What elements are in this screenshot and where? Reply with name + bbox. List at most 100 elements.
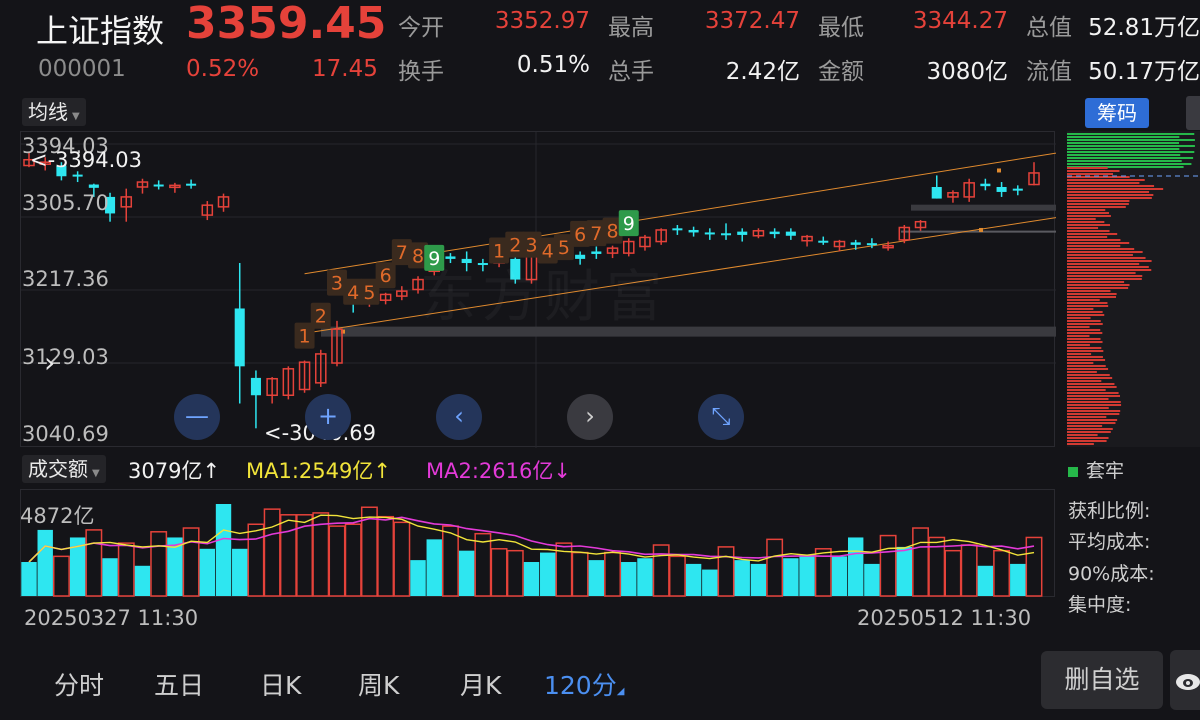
scroll-left-button[interactable]: ‹ [436,394,482,440]
candle-body [201,204,214,216]
volume-bar [199,548,216,596]
panel-handle[interactable] [1186,96,1200,130]
chips-legend: 套牢 [1068,456,1124,483]
chip-bar-red [1067,200,1130,202]
candle-body [461,258,472,264]
channel-marker [979,227,983,232]
chip-bar-red [1067,365,1106,367]
chip-bar-red [1067,419,1118,421]
candle-body [639,236,651,248]
candle-body [655,229,667,243]
chip-bar-red [1067,299,1100,301]
volume-bar [685,563,702,596]
volume-indicator-dropdown[interactable]: 成交额 ▼ [22,455,106,483]
chip-bar-red [1067,413,1120,415]
candle-body [1028,172,1040,186]
volume-bar [523,562,540,596]
volume-bar [377,515,395,597]
td-count-label: 6 [380,265,392,287]
chip-bar-red [1067,317,1091,319]
candle-body [752,230,765,237]
tab-monthly-k[interactable]: 月K [460,671,502,700]
chip-bar-red [1067,290,1111,292]
chip-bar-red [1067,251,1143,253]
td-count-label: 7 [396,242,408,264]
chip-bar-red [1067,191,1150,193]
chip-stat-label: 获利比例: [1068,500,1151,522]
chip-bar-red [1067,194,1154,196]
zoom-in-button[interactable]: + [305,394,351,440]
chip-bar-red [1067,236,1108,238]
stat-value: 0.51% [516,52,590,78]
td-label-box [505,231,526,258]
chips-button[interactable]: 筹码 [1085,98,1149,128]
td-label-box [310,302,331,329]
volume-bar [960,544,978,597]
stat-label: 总手 [608,59,654,85]
volume-bar [150,531,168,597]
candle-body [298,361,311,391]
tab-120-minute[interactable]: 120分◢ [544,666,624,702]
volume-bar [831,556,848,596]
td-count-label: 2 [509,235,521,257]
chip-bar-red [1067,320,1101,322]
td-count-label: 5 [558,237,570,259]
candle-body [688,229,699,233]
tab-weekly-k[interactable]: 周K [358,671,400,700]
candlestick-svg[interactable]: 123 4 567 8 9 1 2 3 4 56 7 8 9 [21,132,1056,448]
collapse-button[interactable]: ⤡ [698,394,744,440]
tab-intraday[interactable]: 分时 [54,671,105,700]
tab-120-minute-label: 120分 [544,671,617,700]
chevron-right-icon[interactable]: › [44,346,56,379]
td-count-label: 5 [363,282,375,304]
chip-bar-red [1067,407,1109,409]
chip-bar-red [1067,242,1130,244]
chip-bar-red [1067,359,1106,361]
tab-five-day[interactable]: 五日 [154,671,205,700]
high-marker: <-3394.03 [30,148,143,172]
stat-label: 总值 [1026,15,1072,41]
chip-bar-red [1067,374,1110,376]
volume-bar [652,544,670,597]
chip-bar-red [1067,218,1096,220]
candle-body [963,182,975,198]
volume-bar [458,550,475,596]
chip-bar-red [1067,404,1122,406]
weibo-icon[interactable] [1170,650,1200,710]
volume-bar [474,532,492,597]
volume-svg[interactable] [21,490,1056,598]
chevron-left-icon: ‹ [454,402,464,430]
zoom-out-button[interactable]: — [174,394,220,440]
volume-axis-max: 4872亿 [20,504,95,528]
ma-indicator-dropdown[interactable]: 均线 ▼ [22,98,86,126]
chip-bar-red [1067,281,1125,283]
scroll-right-button[interactable]: › [567,394,613,440]
chip-bar-red [1067,269,1152,271]
remove-watchlist-button[interactable]: 删自选 [1041,651,1163,709]
stat-label: 最低 [818,15,864,41]
volume-bar [668,555,686,597]
candle-body [56,165,67,177]
candle-body [510,258,521,280]
td-count-label: 8 [412,245,424,267]
tab-daily-k[interactable]: 日K [260,671,302,700]
candle-body [72,174,83,177]
td-count-label: 1 [299,326,311,348]
chip-stat-label: 集中度: [1068,594,1132,616]
chip-stat-label: 平均成本: [1068,531,1151,553]
volume-bar [232,548,248,596]
chip-bar-red [1067,422,1116,424]
minus-icon: — [185,402,209,430]
td-count-label: 3 [525,235,537,257]
chip-bar-green [1067,148,1180,150]
candle-body [217,196,230,208]
chip-bar-red [1067,326,1090,328]
candle-body [769,231,780,235]
candle-body [622,240,635,254]
volume-bar [102,558,118,596]
volume-chart[interactable] [20,489,1055,597]
chip-bar-red [1067,398,1109,400]
chip-bar-red [1067,227,1099,229]
volume-bar [1010,563,1026,596]
